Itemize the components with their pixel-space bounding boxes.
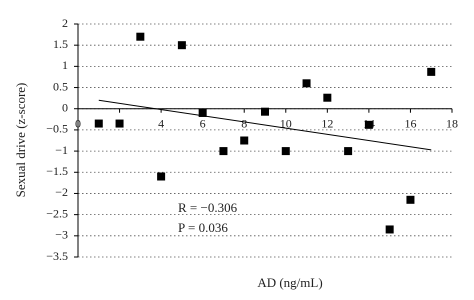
x-tick-label: 16 — [404, 116, 416, 130]
y-tick-label: −1.5 — [46, 164, 68, 178]
point — [344, 147, 353, 156]
x-tick-label: 4 — [158, 116, 164, 130]
trend-line — [98, 99, 432, 151]
point — [385, 225, 394, 234]
x-tick-label: 6 — [200, 116, 206, 130]
x-tick-label: 18 — [446, 116, 458, 130]
y-tick-label: −2.5 — [46, 206, 68, 220]
point — [364, 120, 373, 129]
point — [136, 32, 145, 41]
point — [406, 195, 415, 204]
y-tick-label: 2 — [62, 16, 68, 30]
point — [157, 172, 166, 181]
point — [94, 119, 103, 128]
annotation: R = −0.306 — [178, 200, 238, 215]
point — [281, 147, 290, 156]
y-axis-title: Sexual drive (z-score) — [13, 83, 28, 198]
y-tick-label: −1 — [55, 143, 68, 157]
point — [219, 147, 228, 156]
point — [261, 107, 269, 116]
y-tick-label: −2 — [55, 185, 68, 199]
y-tick-label: −3.5 — [46, 249, 68, 263]
y-tick-label: 1.5 — [53, 37, 68, 51]
point — [240, 136, 249, 145]
x-tick-label: 12 — [321, 116, 333, 130]
x-tick-label: 0 — [75, 116, 81, 130]
y-tick-label: 0 — [62, 100, 68, 114]
annotation: P = 0.036 — [178, 220, 228, 235]
y-tick-label: −3 — [55, 228, 68, 242]
point — [302, 79, 311, 88]
x-tick-label: 8 — [241, 116, 247, 130]
x-axis-title: AD (ng/mL) — [257, 275, 322, 290]
x-tick-label: 10 — [280, 116, 292, 130]
y-tick-label: −0.5 — [46, 122, 68, 136]
y-tick-label: 1 — [62, 58, 68, 72]
point — [177, 41, 186, 50]
point — [323, 93, 332, 102]
point — [198, 108, 207, 117]
y-tick-label: 0.5 — [53, 79, 68, 93]
point — [427, 67, 436, 76]
point — [115, 119, 124, 128]
